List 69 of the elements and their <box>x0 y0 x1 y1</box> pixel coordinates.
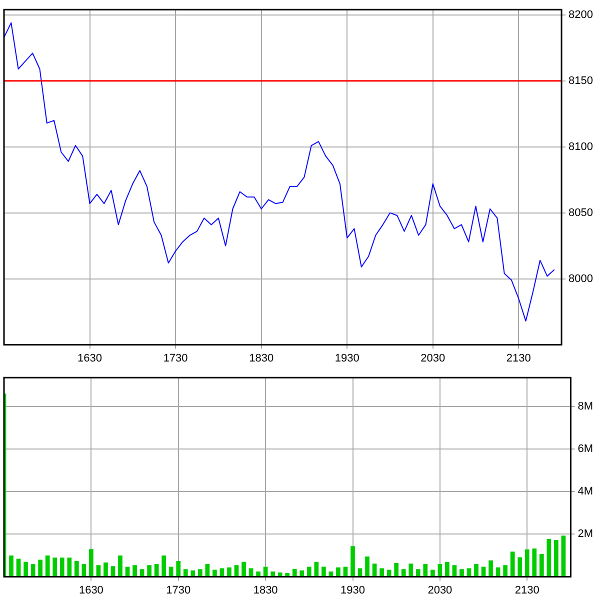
x-tick-label: 2030 <box>420 352 446 364</box>
bar <box>82 564 86 577</box>
bar <box>154 564 159 577</box>
bar <box>336 567 340 577</box>
x-tick-label: 1830 <box>249 352 274 364</box>
bar <box>394 562 399 577</box>
bar <box>60 558 64 577</box>
bar <box>322 566 326 577</box>
bar <box>401 569 406 577</box>
bar <box>314 562 319 577</box>
bar <box>532 548 537 577</box>
bar <box>554 540 558 577</box>
bar <box>539 554 544 577</box>
x-tick-label: 1730 <box>163 352 188 364</box>
bar <box>416 569 420 577</box>
bar <box>546 538 552 577</box>
bar <box>460 569 464 577</box>
bar <box>488 560 493 577</box>
y-tick-label: 8050 <box>568 206 594 219</box>
x-tick-label: 1930 <box>334 352 360 364</box>
y-tick-label: 8000 <box>568 272 594 285</box>
y-tick-label: 6M <box>578 443 593 455</box>
bar <box>132 565 137 577</box>
bar <box>292 568 297 577</box>
bar <box>365 556 370 577</box>
bar <box>52 558 58 577</box>
y-tick-label: 8100 <box>568 140 594 153</box>
bar <box>408 564 414 577</box>
bar <box>518 557 522 577</box>
bar <box>24 562 28 577</box>
x-tick-label: 1730 <box>166 584 191 596</box>
bar <box>227 567 232 577</box>
y-tick-label: 8200 <box>568 8 594 21</box>
bar <box>168 566 174 577</box>
bar <box>306 566 312 577</box>
x-tick-label: 1930 <box>340 584 365 596</box>
bar <box>510 552 515 577</box>
bar <box>198 569 202 577</box>
bar <box>183 569 188 577</box>
bar <box>9 555 14 577</box>
bar <box>445 562 450 577</box>
y-tick-label: 8M <box>578 400 593 412</box>
bar <box>474 564 478 577</box>
y-tick-label: 8150 <box>568 74 594 87</box>
bar <box>350 546 355 577</box>
y-tick-label: 4M <box>578 486 593 498</box>
bar <box>104 562 108 577</box>
bar <box>147 565 152 577</box>
x-tick-label: 1630 <box>78 584 104 596</box>
bar <box>380 568 384 577</box>
bar <box>503 565 508 577</box>
bar <box>45 555 50 577</box>
y-tick-label: 2M <box>578 528 593 540</box>
bar <box>423 564 428 577</box>
x-tick-label: 2030 <box>428 584 452 596</box>
x-tick-label: 2130 <box>506 352 531 364</box>
bar <box>242 562 246 577</box>
bar <box>162 555 166 577</box>
x-tick-label: 1830 <box>253 584 278 596</box>
x-tick-label: 1630 <box>78 352 102 364</box>
bar <box>74 561 79 577</box>
bar <box>118 555 122 577</box>
bar <box>176 561 181 577</box>
bar <box>38 560 43 577</box>
bar <box>89 549 94 577</box>
x-tick-label: 2130 <box>514 584 540 596</box>
bar <box>524 549 530 577</box>
bar <box>67 558 72 577</box>
bar <box>561 536 566 577</box>
